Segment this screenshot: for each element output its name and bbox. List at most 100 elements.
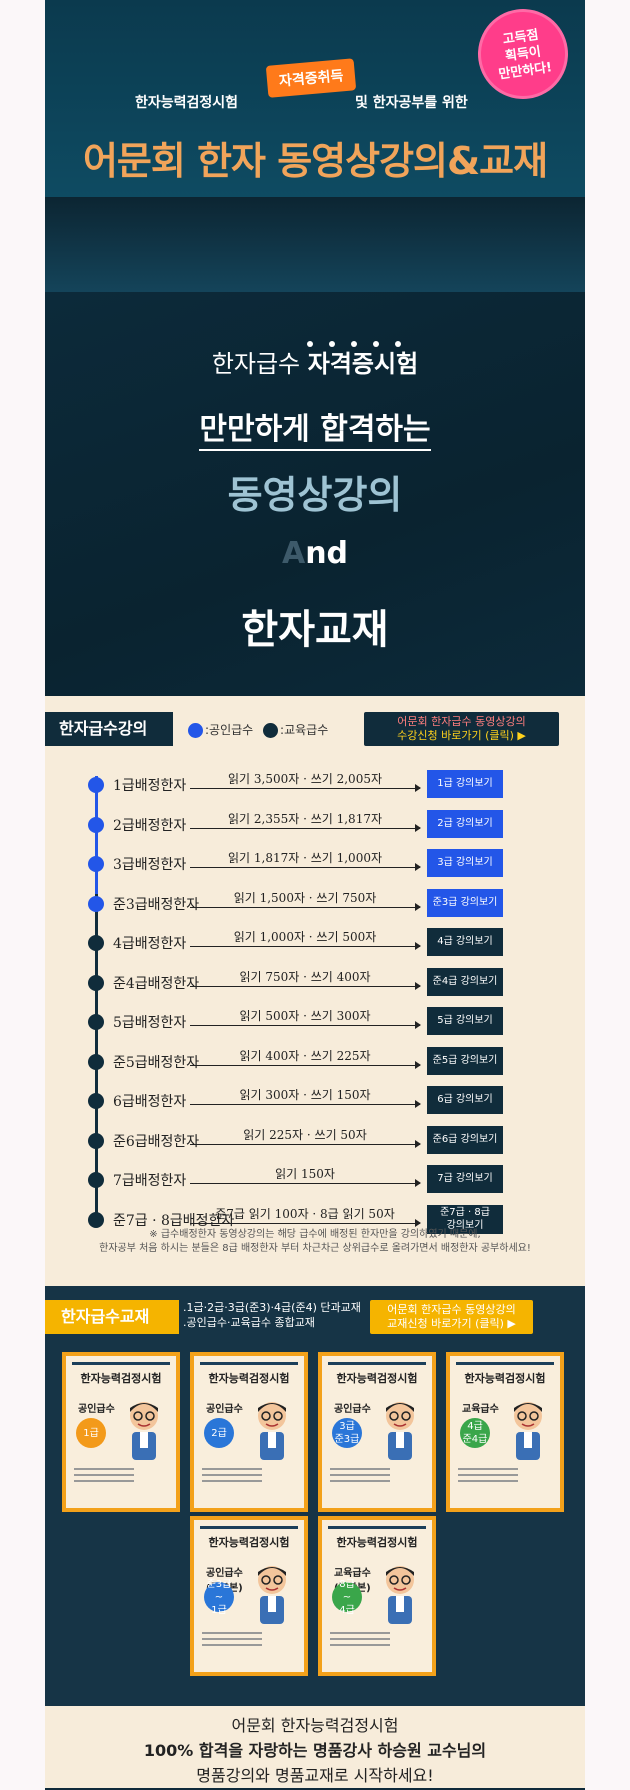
view-lecture-button[interactable]: 5급 강의보기 — [427, 1007, 503, 1035]
lecture-row: 3급배정한자 읽기 1,817자 · 쓰기 1,000자 3급 강의보기 — [45, 849, 585, 879]
legend: :공인급수 :교육급수 — [188, 721, 328, 738]
lecture-level-name: 준6급배정한자 — [113, 1133, 200, 1150]
edu-dot-icon — [263, 723, 279, 738]
lecture-char-count: 읽기 750자 · 쓰기 400자 — [239, 969, 371, 984]
book-order-button[interactable]: 어문회 한자급수 동영상강의 교재신청 바로가기 (클릭) ▶ — [370, 1300, 533, 1334]
level-dot-icon — [88, 856, 104, 872]
book-title: 한자능력검정시험 — [322, 1526, 432, 1550]
lecture-row: 7급배정한자 읽기 150자 7급 강의보기 — [45, 1165, 585, 1195]
arrow-icon — [415, 981, 421, 990]
lecture-register-button[interactable]: 어문회 한자급수 동영상강의 수강신청 바로가기 (클릭) ▶ — [364, 712, 559, 746]
lecture-char-count: 읽기 1,817자 · 쓰기 1,000자 — [227, 851, 383, 865]
view-lecture-button[interactable]: 준7급 · 8급 강의보기 — [427, 1204, 503, 1234]
public-dot-icon — [188, 723, 203, 738]
page: 고득점 획득이 만만하다! 한자능력검정시험 및 한자공부를 위한 자격증취득 … — [45, 0, 585, 1790]
footer-line-1: 어문회 한자능력검정시험 — [231, 1716, 399, 1735]
footer-line-2: 100% 합격을 자랑하는 명품강사 하승원 교수님의 — [143, 1741, 487, 1760]
lecture-char-count: 읽기 1,000자 · 쓰기 500자 — [233, 930, 377, 944]
instructor-caricature-icon — [386, 1402, 414, 1460]
lecture-row: 준6급배정한자 읽기 225자 · 쓰기 50자 준6급 강의보기 — [45, 1125, 585, 1156]
page-title: 어문회 한자 동영상강의&교재 — [82, 139, 548, 183]
level-dot-icon — [88, 1132, 104, 1149]
lecture-level-name: 준4급배정한자 — [113, 975, 200, 992]
books-section: 한자급수교재 .1급·2급·3급(준3)·4급(준4) 단과교재 .공인급수·교… — [45, 1286, 585, 1706]
emphasis-dots — [307, 332, 417, 351]
divider-band — [45, 197, 585, 292]
lecture-char-count: 읽기 400자 · 쓰기 225자 — [239, 1048, 371, 1063]
lecture-level-name: 3급배정한자 — [113, 857, 187, 873]
arrow-icon — [415, 784, 421, 792]
arrow-line — [190, 1222, 420, 1224]
book-feature-lines — [458, 1468, 518, 1486]
lecture-char-count: 읽기 3,500자 · 쓰기 2,005자 — [227, 772, 383, 786]
book-cover[interactable]: 한자능력검정시험 공인급수 3급 준3급 — [318, 1352, 436, 1512]
arrow-icon — [415, 1218, 421, 1227]
book-kind: 공인급수 — [78, 1404, 115, 1415]
instructor-caricature-icon — [130, 1402, 158, 1460]
arrow-icon — [415, 942, 421, 950]
lecture-char-count: 읽기 1,500자 · 쓰기 750자 — [233, 890, 377, 905]
view-lecture-button[interactable]: 4급 강의보기 — [427, 928, 503, 956]
lecture-level-name: 5급배정한자 — [113, 1015, 187, 1031]
book-title: 한자능력검정시험 — [322, 1362, 432, 1386]
arrow-line — [190, 1183, 420, 1184]
view-lecture-button[interactable]: 3급 강의보기 — [427, 849, 503, 877]
book-title: 한자능력검정시험 — [194, 1526, 304, 1550]
lecture-row: 준5급배정한자 읽기 400자 · 쓰기 225자 준5급 강의보기 — [45, 1046, 585, 1077]
level-dot-icon — [88, 895, 104, 912]
legend-public: :공인급수 — [205, 723, 254, 737]
view-lecture-button[interactable]: 준6급 강의보기 — [427, 1125, 503, 1154]
book-feature-lines — [330, 1468, 390, 1486]
view-lecture-button[interactable]: 7급 강의보기 — [427, 1165, 503, 1193]
view-lecture-button[interactable]: 준3급 강의보기 — [427, 888, 503, 917]
lecture-char-count: 읽기 2,355자 · 쓰기 1,817자 — [227, 811, 383, 826]
arrow-icon — [415, 902, 421, 911]
view-lecture-button[interactable]: 2급 강의보기 — [427, 809, 503, 838]
header-banner: 고득점 획득이 만만하다! 한자능력검정시험 및 한자공부를 위한 자격증취득 … — [45, 0, 585, 197]
level-dot-icon — [88, 1093, 104, 1109]
arrow-line — [190, 985, 420, 987]
book-cover[interactable]: 한자능력검정시험 공인급수 1급 — [62, 1352, 180, 1512]
level-dot-icon — [88, 1053, 104, 1070]
instructor-caricature-icon — [258, 1402, 286, 1460]
arrow-line — [190, 867, 420, 868]
instructor-caricature-icon — [514, 1402, 542, 1460]
lecture-row: 6급배정한자 읽기 300자 · 쓰기 150자 6급 강의보기 — [45, 1086, 585, 1116]
lectures-heading: 한자급수강의 — [45, 712, 173, 746]
lecture-level-name: 6급배정한자 — [113, 1094, 187, 1110]
level-dot-icon — [88, 974, 104, 991]
lecture-level-name: 1급배정한자 — [113, 778, 187, 794]
arrow-line — [190, 946, 420, 947]
book-cover[interactable]: 한자능력검정시험 교육급수 4급 준4급 — [446, 1352, 564, 1512]
lecture-row: 1급배정한자 읽기 3,500자 · 쓰기 2,005자 1급 강의보기 — [45, 770, 585, 800]
lecture-char-count: 준7급 읽기 100자 · 8급 읽기 50자 — [215, 1206, 395, 1221]
view-lecture-button[interactable]: 준4급 강의보기 — [427, 967, 503, 996]
view-lecture-button[interactable]: 6급 강의보기 — [427, 1086, 503, 1114]
hero-section: 한자급수 자격증시험 만만하게 합격하는 동영상강의 And 한자교재 — [45, 292, 585, 696]
book-feature-lines — [202, 1632, 262, 1650]
view-lecture-button[interactable]: 1급 강의보기 — [427, 770, 503, 798]
arrow-icon — [415, 1021, 421, 1029]
cert-tag: 자격증취득 — [265, 58, 357, 98]
book-level-badge: 준3급 ~ 1급 — [204, 1579, 234, 1616]
lecture-note: ※ 급수배정한자 동영상강의는 해당 급수에 배정된 한자만을 강의하였기 때문… — [99, 1229, 531, 1254]
lecture-row: 준7급 · 8급배정한자 준7급 읽기 100자 · 8급 읽기 50자 준7급 ·… — [45, 1204, 585, 1235]
arrow-line — [190, 1064, 420, 1066]
lecture-level-name: 4급배정한자 — [113, 936, 187, 952]
lectures-section: 한자급수강의 :공인급수 :교육급수 어문회 한자급수 동영상강의 수강신청 바… — [45, 696, 585, 1286]
hero-line-4: And — [281, 536, 349, 571]
lecture-char-count: 읽기 150자 — [275, 1167, 335, 1181]
hero-line-5: 한자교재 — [241, 607, 389, 653]
book-level-badge: 4급 준4급 — [460, 1418, 490, 1448]
book-level-badge: 2급 — [204, 1418, 234, 1448]
book-cover[interactable]: 한자능력검정시험 공인급수 2급 — [190, 1352, 308, 1512]
hero-line-3: 동영상강의 — [227, 473, 403, 517]
view-lecture-button[interactable]: 준5급 강의보기 — [427, 1046, 503, 1075]
lecture-level-name: 2급배정한자 — [113, 817, 187, 834]
book-title: 한자능력검정시험 — [194, 1362, 304, 1386]
promo-badge: 고득점 획득이 만만하다! — [475, 6, 571, 102]
lecture-level-name: 7급배정한자 — [113, 1173, 187, 1189]
level-dot-icon — [88, 1172, 104, 1188]
